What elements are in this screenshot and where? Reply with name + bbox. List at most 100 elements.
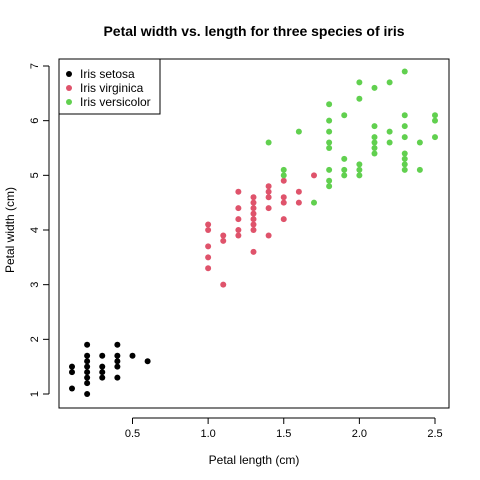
- data-point: [386, 79, 393, 86]
- data-point: [371, 123, 378, 130]
- y-tick-label: 4: [29, 227, 41, 233]
- legend-marker: [66, 99, 72, 105]
- data-point: [265, 232, 272, 239]
- data-point: [84, 391, 91, 397]
- data-point: [280, 177, 287, 184]
- data-point: [99, 374, 106, 381]
- x-tick-label: 0.5: [125, 428, 140, 440]
- data-point: [99, 363, 106, 370]
- data-point: [235, 205, 242, 212]
- data-point: [69, 369, 75, 376]
- series-0: [69, 341, 151, 397]
- y-tick-label: 3: [29, 282, 41, 288]
- data-point: [205, 265, 212, 272]
- data-point: [401, 155, 408, 162]
- y-tick-label: 6: [29, 118, 41, 124]
- data-point: [371, 84, 378, 91]
- data-point: [250, 221, 257, 228]
- data-point: [250, 205, 257, 212]
- data-point: [326, 177, 333, 184]
- data-point: [265, 194, 272, 201]
- data-point: [326, 166, 333, 173]
- data-point: [205, 254, 212, 261]
- data-point: [235, 227, 242, 233]
- data-point: [401, 134, 408, 141]
- data-point: [311, 199, 317, 206]
- data-point: [114, 363, 121, 370]
- data-point: [84, 369, 91, 376]
- data-point: [371, 134, 378, 141]
- data-point: [235, 188, 242, 195]
- data-point: [265, 188, 272, 195]
- data-point: [341, 166, 348, 173]
- data-point: [295, 199, 302, 206]
- legend-box: [58, 58, 161, 115]
- data-point: [84, 358, 91, 365]
- data-point: [99, 369, 106, 376]
- data-point: [114, 341, 121, 348]
- data-point: [326, 117, 333, 124]
- data-point: [432, 117, 438, 124]
- y-tick-label: 7: [29, 63, 41, 69]
- data-point: [114, 358, 121, 365]
- data-point: [386, 139, 393, 146]
- data-point: [114, 374, 121, 381]
- data-point: [341, 172, 348, 179]
- data-point: [295, 188, 302, 195]
- data-point: [356, 172, 363, 179]
- data-point: [341, 155, 348, 162]
- series-1: [205, 172, 317, 288]
- data-point: [84, 374, 91, 381]
- data-point: [250, 210, 257, 217]
- data-point: [280, 199, 287, 206]
- chart-title: Petal width vs. length for three species…: [103, 23, 404, 39]
- y-tick-label: 1: [29, 391, 41, 397]
- data-point: [280, 172, 287, 179]
- data-point: [326, 101, 333, 108]
- data-point: [235, 232, 242, 239]
- data-point: [356, 79, 363, 86]
- legend-marker: [66, 85, 72, 91]
- data-point: [280, 194, 287, 201]
- data-point: [371, 139, 378, 146]
- data-point: [401, 161, 408, 168]
- data-point: [250, 194, 257, 201]
- data-point: [99, 352, 106, 359]
- series-2: [265, 68, 438, 206]
- data-point: [129, 352, 136, 359]
- x-tick-label: 2.0: [352, 428, 367, 440]
- data-point: [84, 341, 91, 348]
- data-point: [250, 216, 257, 223]
- data-point: [401, 68, 408, 75]
- data-points: [69, 68, 438, 397]
- x-axis-label: Petal length (cm): [209, 453, 300, 467]
- data-point: [250, 248, 257, 255]
- data-point: [280, 166, 287, 173]
- y-axis: 1 2 3 4 5 6 7: [29, 63, 50, 397]
- data-point: [432, 134, 438, 141]
- data-point: [265, 183, 272, 190]
- data-point: [326, 139, 333, 146]
- data-point: [371, 145, 378, 151]
- data-point: [84, 363, 91, 370]
- data-point: [356, 161, 363, 168]
- data-point: [326, 145, 333, 151]
- data-point: [84, 380, 91, 387]
- data-point: [311, 172, 317, 179]
- data-point: [205, 221, 212, 228]
- x-tick-label: 1.0: [200, 428, 215, 440]
- data-point: [326, 128, 333, 135]
- data-point: [205, 227, 212, 233]
- data-point: [205, 243, 212, 250]
- y-tick-label: 5: [29, 172, 41, 178]
- x-tick-label: 2.5: [427, 428, 442, 440]
- legend-label: Iris virginica: [80, 81, 144, 95]
- data-point: [295, 128, 302, 135]
- data-point: [250, 199, 257, 206]
- data-point: [401, 150, 408, 157]
- data-point: [144, 358, 151, 365]
- y-tick-label: 2: [29, 336, 41, 342]
- data-point: [69, 385, 75, 392]
